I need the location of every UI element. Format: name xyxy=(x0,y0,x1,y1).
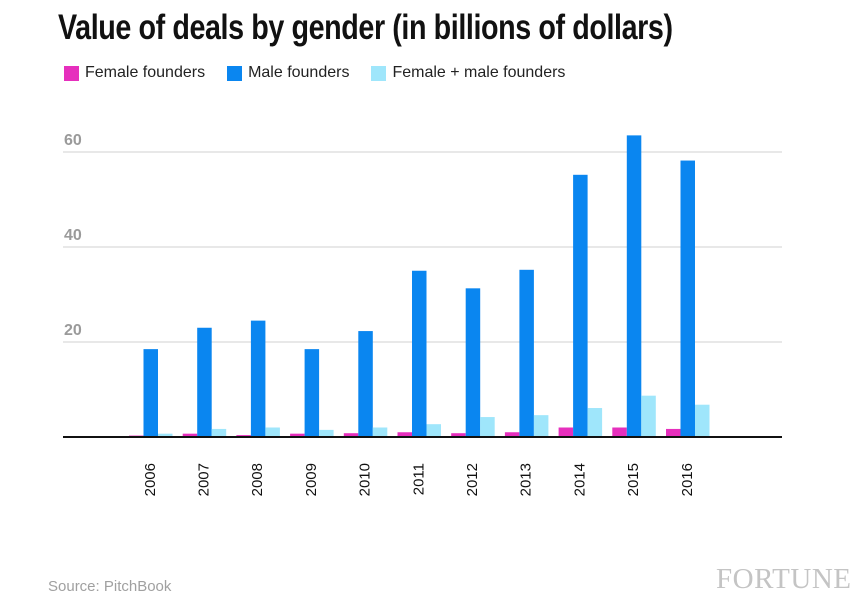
bar-male-founders-2007 xyxy=(197,327,212,437)
legend-item-female: Female founders xyxy=(64,64,205,82)
legend-label-female: Female founders xyxy=(85,64,206,81)
x-tick-label-2016: 2016 xyxy=(679,463,696,496)
bar-male-founders-2012 xyxy=(465,288,481,437)
y-tick-label-40: 40 xyxy=(64,227,82,244)
bar-male-founders-2006 xyxy=(143,349,158,437)
bar-male-founders-2011 xyxy=(412,270,427,437)
bar-female-founders-2012 xyxy=(451,433,466,437)
legend-item-male: Male founders xyxy=(227,64,349,82)
bar-female-male-founders-2011 xyxy=(426,424,441,437)
bar-male-founders-2014 xyxy=(573,174,588,438)
bar-female-male-founders-2012 xyxy=(480,417,495,437)
bar-female-founders-2010 xyxy=(343,433,359,437)
bar-female-male-founders-2008 xyxy=(265,427,280,437)
x-tick-label-2006: 2006 xyxy=(142,463,159,496)
legend-label-both: Female + male founders xyxy=(392,64,566,81)
bar-female-founders-2013 xyxy=(504,432,520,437)
bar-female-founders-2016 xyxy=(666,428,681,437)
bar-male-founders-2010 xyxy=(358,331,373,437)
bar-female-male-founders-2015 xyxy=(641,395,656,437)
bar-female-male-founders-2014 xyxy=(587,408,603,437)
x-tick-label-2012: 2012 xyxy=(464,463,481,496)
x-tick-label-2015: 2015 xyxy=(625,463,642,496)
source-note: Source: PitchBook xyxy=(48,578,172,595)
bar-female-male-founders-2016 xyxy=(695,404,710,437)
bar-male-founders-2015 xyxy=(626,135,642,437)
x-tick-label-2009: 2009 xyxy=(303,463,320,496)
legend-swatch-female xyxy=(64,65,79,81)
bar-female-founders-2009 xyxy=(290,433,305,437)
legend-item-both: Female + male founders xyxy=(371,64,565,82)
y-tick-label-60: 60 xyxy=(64,132,82,149)
bar-female-male-founders-2007 xyxy=(211,428,227,437)
y-tick-label-20: 20 xyxy=(64,322,82,339)
legend-swatch-male xyxy=(227,65,243,81)
bar-female-male-founders-2010 xyxy=(372,427,388,437)
fortune-logo: FORTUNE xyxy=(716,563,852,595)
chart-title: Value of deals by gender (in billions of… xyxy=(58,8,673,47)
x-tick-label-2008: 2008 xyxy=(249,463,266,496)
bar-male-founders-2013 xyxy=(519,269,534,437)
bar-female-male-founders-2006 xyxy=(158,433,173,437)
x-tick-label-2010: 2010 xyxy=(357,463,374,496)
x-tick-label-2007: 2007 xyxy=(195,463,212,496)
bar-male-founders-2016 xyxy=(680,160,695,438)
legend-swatch-both xyxy=(371,65,387,81)
bar-female-male-founders-2009 xyxy=(319,429,334,437)
bar-female-founders-2014 xyxy=(558,427,574,437)
legend: Female founders Male founders Female + m… xyxy=(64,64,587,82)
bar-female-founders-2015 xyxy=(612,427,627,437)
bar-male-founders-2009 xyxy=(304,349,320,437)
bar-female-male-founders-2013 xyxy=(533,415,549,437)
bar-female-founders-2007 xyxy=(182,433,198,437)
x-tick-label-2014: 2014 xyxy=(571,463,588,496)
legend-label-male: Male founders xyxy=(248,64,350,81)
bar-male-founders-2008 xyxy=(250,320,266,437)
x-tick-label-2011: 2011 xyxy=(410,463,427,495)
x-tick-label-2013: 2013 xyxy=(518,463,535,496)
bar-female-founders-2011 xyxy=(397,432,412,437)
